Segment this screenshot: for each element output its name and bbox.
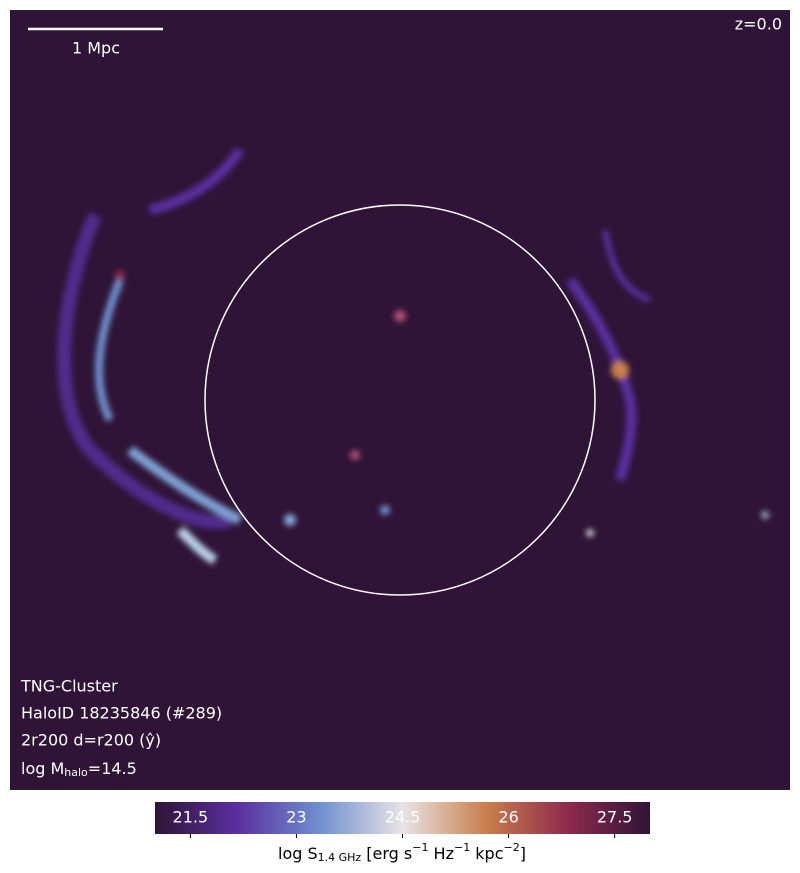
- text: log S: [278, 844, 318, 863]
- text: Hz: [428, 844, 454, 863]
- text: [erg s: [361, 844, 412, 863]
- colorbar-tick-label: 26: [498, 808, 518, 827]
- colorbar-label: log S1.4 GHz [erg s−1 Hz−1 kpc−2]: [278, 841, 526, 864]
- info-line: TNG-Cluster: [20, 677, 118, 696]
- text: kpc: [470, 844, 503, 863]
- subscript: halo: [64, 766, 88, 779]
- superscript: −1: [454, 841, 470, 854]
- colorbar-ticks: 21.5 23 24.5 26 27.5: [173, 808, 633, 838]
- info-line: 2r200 d=r200 (ŷ): [21, 731, 161, 750]
- emission: [57, 147, 769, 565]
- colorbar-tick-label: 27.5: [597, 808, 633, 827]
- r200-circle: [204, 204, 596, 596]
- text: =14.5: [88, 759, 137, 778]
- colorbar-tick-label: 21.5: [173, 808, 209, 827]
- colorbar-tick-label: 24.5: [385, 808, 421, 827]
- subscript: 1.4 GHz: [318, 851, 362, 864]
- superscript: −2: [504, 841, 520, 854]
- superscript: −1: [412, 841, 428, 854]
- scale-bar-label: 1 Mpc: [72, 39, 120, 58]
- colorbar-tick-label: 23: [286, 808, 306, 827]
- colorbar: [155, 802, 650, 834]
- mass-label: log Mhalo=14.5: [21, 759, 137, 780]
- map-panel: [10, 10, 790, 790]
- info-line: HaloID 18235846 (#289): [21, 704, 222, 723]
- redshift: z=0.0: [735, 15, 782, 34]
- text: ]: [520, 844, 526, 863]
- text: log M: [21, 759, 64, 778]
